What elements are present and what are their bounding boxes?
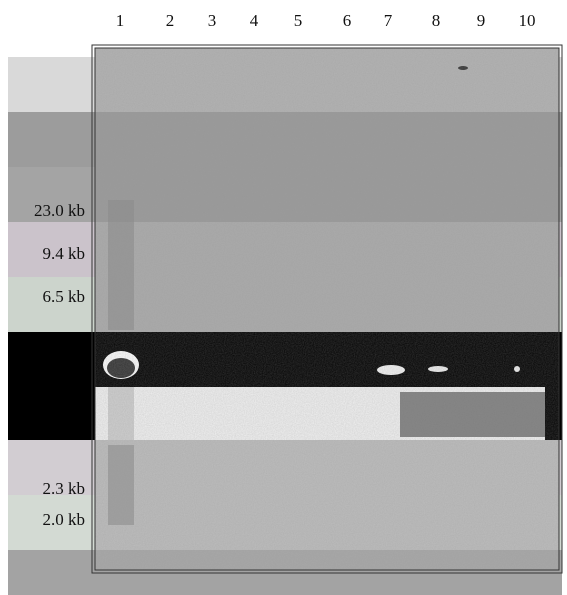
marker-label: 2.0 kb [43,510,86,529]
lane-label: 3 [208,11,217,30]
lane-label: 5 [294,11,303,30]
lane-label: 10 [519,11,536,30]
gel [95,48,559,570]
blot-figure: 1 2 3 4 5 6 7 8 9 10 23.0 kb 9.4 kb 6.5 kb 2.3 kb 2.0… [0,0,567,595]
marker-label: 9.4 kb [43,244,86,263]
marker-label: 2.3 kb [43,479,86,498]
lane-label: 2 [166,11,175,30]
marker-label: 23.0 kb [34,201,85,220]
page: {"lanes": ["1", "2", "3", "4", "5", "6",… [0,0,567,595]
lane-label: 9 [477,11,486,30]
lane-label: 6 [343,11,352,30]
lane-label: 7 [384,11,393,30]
lane-label: 8 [432,11,441,30]
marker-label: 6.5 kb [43,287,86,306]
lane-label: 4 [250,11,259,30]
lane-label: 1 [116,11,125,30]
grain [95,48,559,570]
